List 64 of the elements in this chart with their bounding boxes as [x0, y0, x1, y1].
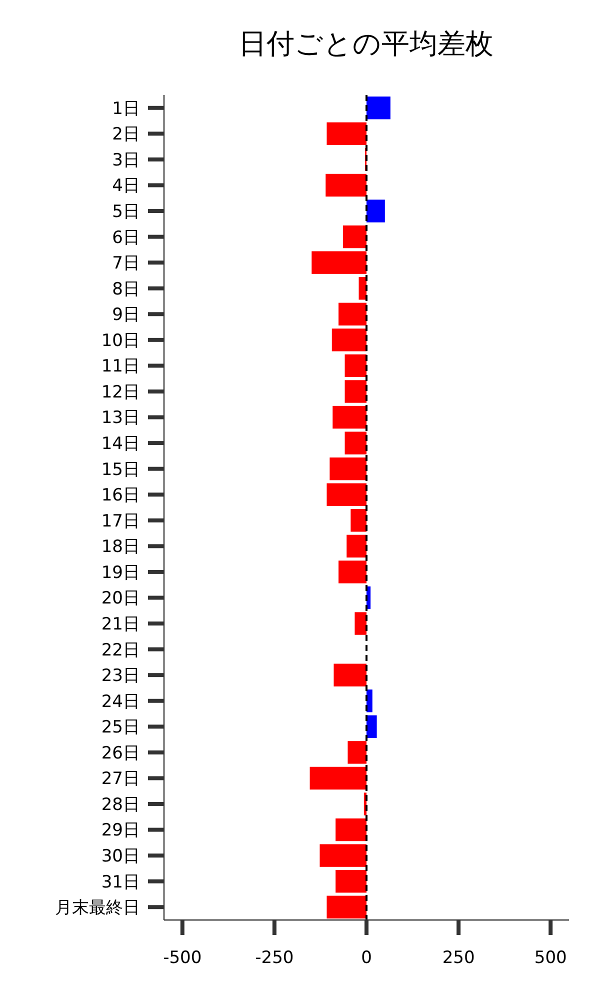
bar: [326, 122, 366, 146]
y-tick-label: 30日: [101, 846, 140, 866]
y-tick-label: 20日: [101, 588, 140, 609]
y-tick-label: 12日: [101, 382, 140, 402]
y-tick-label: 3日: [112, 150, 140, 170]
y-tick-label: 22日: [101, 640, 140, 660]
y-tick-label: 15日: [101, 460, 140, 480]
y-tick-label: 5日: [112, 202, 140, 222]
chart-title: 日付ごとの平均差枚: [238, 27, 494, 60]
bar: [338, 560, 366, 584]
bar: [334, 664, 366, 686]
bar: [330, 457, 366, 480]
x-tick-label: -500: [163, 948, 202, 968]
bar: [350, 509, 366, 532]
bar: [366, 715, 377, 738]
bar: [326, 896, 366, 918]
y-tick-label: 2日: [112, 124, 140, 145]
bar: [336, 870, 366, 893]
bar: [326, 483, 366, 506]
bar: [320, 844, 366, 867]
y-tick-label: 19日: [101, 562, 140, 583]
y-tick-label: 29日: [101, 820, 140, 841]
y-tick-label: 17日: [101, 511, 140, 532]
x-tick-label: 250: [442, 948, 475, 968]
y-tick-label: 31日: [101, 872, 140, 892]
y-tick-label: 25日: [101, 718, 140, 738]
bar: [342, 225, 366, 248]
y-tick-label: 8日: [112, 279, 140, 300]
y-tick-label: 9日: [112, 305, 140, 326]
bar: [332, 406, 366, 429]
y-tick-label: 18日: [101, 537, 140, 558]
y-tick-label: 16日: [101, 486, 140, 506]
bar: [344, 380, 366, 403]
y-tick-label: 10日: [101, 330, 140, 351]
y-tick-label: 1日: [112, 98, 140, 119]
y-tick-label: 28日: [101, 794, 140, 815]
y-tick-label: 月末最終日: [55, 898, 140, 918]
bar: [366, 96, 390, 120]
bar: [312, 251, 366, 274]
y-tick-label: 7日: [112, 254, 140, 274]
y-tick-label: 23日: [101, 666, 140, 686]
bar: [310, 766, 366, 790]
y-tick-label: 24日: [101, 692, 140, 712]
bar: [344, 354, 366, 378]
bar: [338, 302, 366, 326]
y-tick-label: 27日: [101, 769, 140, 790]
bar: [366, 200, 385, 222]
bar: [344, 432, 366, 454]
bar: [348, 741, 366, 764]
bar: [326, 174, 366, 197]
y-tick-label: 21日: [101, 614, 140, 634]
x-tick-label: -250: [255, 948, 294, 968]
y-tick-label: 11日: [101, 356, 140, 377]
bar: [332, 328, 366, 352]
bar: [354, 612, 366, 635]
x-tick-label: 500: [534, 948, 567, 968]
x-tick-label: 0: [361, 948, 372, 968]
y-tick-label: 6日: [112, 228, 140, 248]
bar: [346, 534, 366, 558]
y-tick-label: 14日: [101, 434, 140, 454]
y-tick-label: 26日: [101, 743, 140, 764]
bar: [336, 818, 366, 842]
y-tick-label: 13日: [101, 408, 140, 428]
y-tick-label: 4日: [112, 176, 140, 196]
